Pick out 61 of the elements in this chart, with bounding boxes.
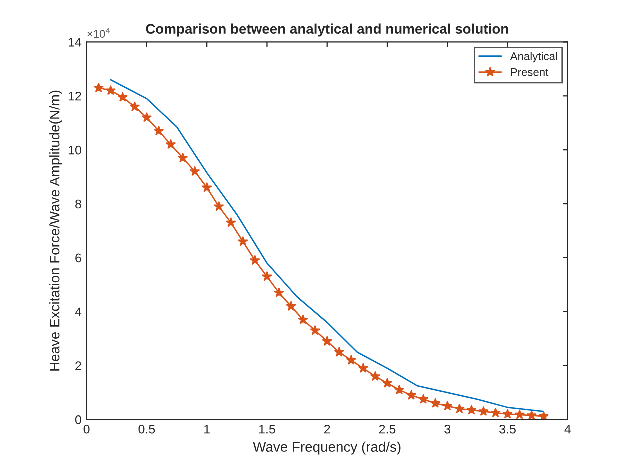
point [286,301,296,311]
point [226,218,236,228]
point [370,371,381,382]
text: ×10$^{4}$ [88,28,110,38]
point [238,236,248,246]
point [394,384,405,395]
point [94,82,104,93]
point [178,152,188,163]
y-axis-title: Heave Excitation Force/Wave Amplitude(N/m) [50,90,62,371]
point [154,126,164,136]
point [334,346,345,357]
point [406,390,417,400]
point [106,85,116,96]
point [202,182,212,192]
legend-label: Present [511,68,549,76]
x-tick-label: 0 [84,424,90,434]
point [250,255,260,266]
point [466,404,477,415]
x-tick-label: 1 [204,425,210,434]
point [190,166,200,176]
point [274,288,284,298]
point [526,410,537,420]
y-tick-label: 2 [76,362,82,370]
y-tick-label: 6 [76,254,82,263]
y-tick-label: 14 [68,38,82,47]
x-tick-label: 2 [324,424,330,434]
point [382,378,393,388]
y-tick-label: 4 [75,308,82,316]
x-tick-label: 0.5 [138,424,156,434]
point [346,355,357,365]
x-tick-label: 3.5 [500,424,516,434]
point [142,112,152,122]
point [130,102,140,112]
point [358,363,369,373]
point [298,314,308,324]
x-axis-title: Wave Frequency (rad/s) [253,442,401,455]
point [454,404,465,414]
point [514,410,525,420]
point [502,408,513,419]
x-tick-label: 4 [564,425,572,434]
x-tick-label: 3 [444,424,451,434]
point [478,406,489,416]
y-tick-label: 8 [76,200,82,209]
point [118,92,128,102]
point [418,394,429,404]
y-tick-label: 12 [68,92,82,101]
point [262,271,272,282]
point [310,325,320,336]
y-tick-label: 0 [75,416,82,424]
point [214,201,224,212]
point [166,139,176,150]
point [490,408,501,418]
point [442,400,453,411]
chart-title: Comparison between analytical and numerical solution [146,24,508,37]
point [538,411,550,420]
x-tick-label: 2.5 [379,424,396,434]
point [322,336,333,346]
x-tick-label: 1.5 [259,425,276,434]
legend-label: Analytical [510,52,558,63]
point [430,398,441,408]
y-tick-label: 10 [68,146,82,155]
